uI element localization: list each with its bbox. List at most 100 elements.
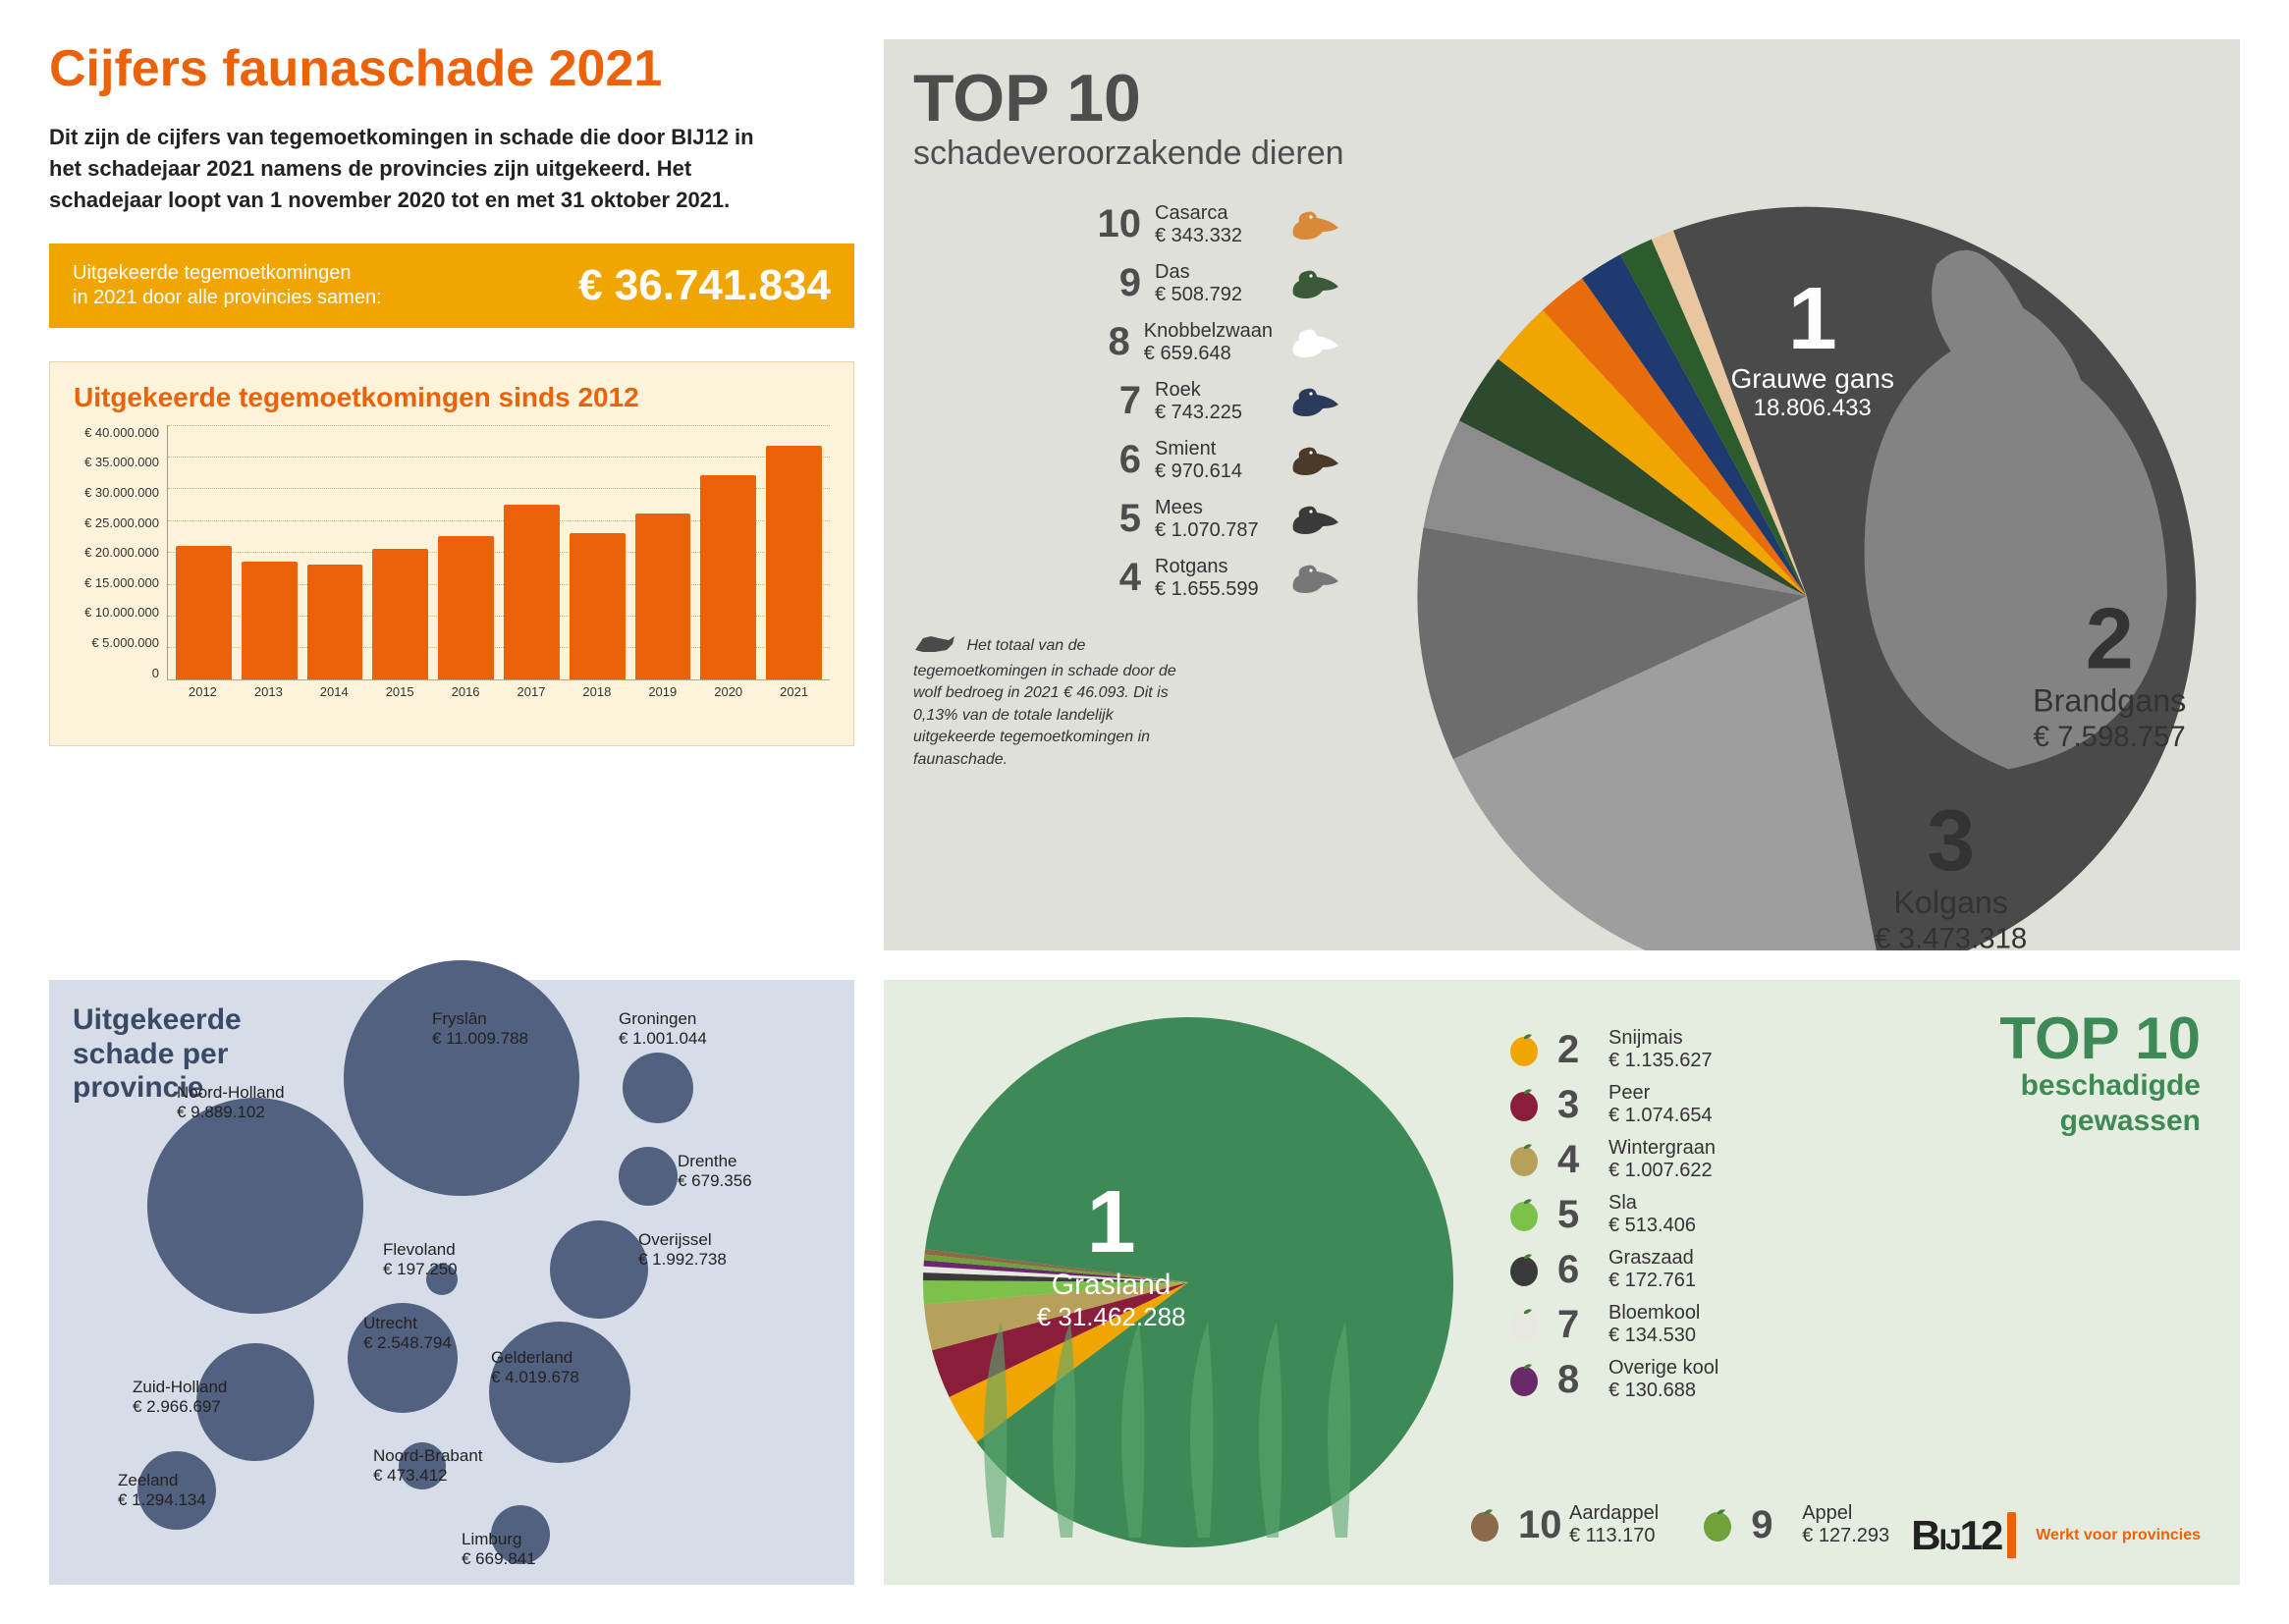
crop-rank: 7 xyxy=(1557,1303,1597,1347)
province-bubble xyxy=(489,1322,630,1463)
animal-row: 4 Rotgans € 1.655.599 xyxy=(913,556,1345,601)
crop-rank: 3 xyxy=(1557,1083,1597,1127)
province-bubble xyxy=(550,1220,648,1319)
animal-text: Mees € 1.070.787 xyxy=(1155,497,1273,542)
crop-row: 9 Appel€ 127.293 xyxy=(1696,1502,1889,1547)
animal-1-pie-label: 1 Grauwe gans 18.806.433 xyxy=(1730,280,1894,422)
province-label: Drenthe€ 679.356 xyxy=(678,1152,752,1192)
province-label: Overijssel€ 1.992.738 xyxy=(638,1230,727,1271)
crop-icon xyxy=(1502,1358,1546,1401)
crop-text: Peer€ 1.074.654 xyxy=(1608,1082,1713,1127)
animal-rank: 7 xyxy=(1094,379,1141,423)
barchart-area: € 40.000.000€ 35.000.000€ 30.000.000€ 25… xyxy=(74,425,830,730)
crop-rank: 6 xyxy=(1557,1248,1597,1292)
crop-icon xyxy=(1502,1138,1546,1181)
animal-rank: 9 xyxy=(1094,261,1141,305)
province-bubble xyxy=(619,1147,678,1206)
crop-text: Sla€ 513.406 xyxy=(1608,1192,1696,1237)
bar-item xyxy=(570,533,626,679)
total-label: Uitgekeerde tegemoetkomingen in 2021 doo… xyxy=(73,261,382,310)
bar-item xyxy=(438,536,494,679)
crop-icon xyxy=(1463,1503,1506,1546)
animal-icon xyxy=(1286,441,1345,480)
province-bubble xyxy=(623,1053,693,1123)
animal-icon xyxy=(1286,323,1345,362)
animal-icon xyxy=(1286,500,1345,539)
animal-row: 7 Roek € 743.225 xyxy=(913,379,1345,424)
animal-icon xyxy=(1286,382,1345,421)
provinces-panel: Uitgekeerde schade per provincie Fryslân… xyxy=(49,980,854,1585)
crop-icon xyxy=(1502,1303,1546,1346)
animal-text: Das € 508.792 xyxy=(1155,261,1273,306)
crop-rank: 9 xyxy=(1751,1503,1790,1547)
province-label: Groningen€ 1.001.044 xyxy=(619,1009,707,1050)
animal-row: 5 Mees € 1.070.787 xyxy=(913,497,1345,542)
crops-pie-chart: 1 Grasland € 31.462.288 xyxy=(913,1007,1463,1557)
crop-text: Aardappel€ 113.170 xyxy=(1569,1502,1659,1547)
bar-item xyxy=(635,514,691,678)
barchart-x-axis: 2012201320142015201620172018201920202021 xyxy=(167,684,830,699)
crop-rank: 10 xyxy=(1518,1503,1557,1547)
crop-icon xyxy=(1696,1503,1739,1546)
crop-text: Overige kool€ 130.688 xyxy=(1608,1357,1718,1402)
logo-tagline: Werkt voor provincies xyxy=(2036,1527,2201,1544)
province-label: Limburg€ 669.841 xyxy=(462,1530,536,1570)
bar-item xyxy=(700,475,756,678)
bar-item xyxy=(242,562,298,679)
crop-1-pie-label: 1 Grasland € 31.462.288 xyxy=(1037,1183,1186,1332)
total-amount-box: Uitgekeerde tegemoetkomingen in 2021 doo… xyxy=(49,244,854,328)
animals-title: TOP 10 xyxy=(913,67,2210,131)
crop-rank: 8 xyxy=(1557,1358,1597,1402)
province-label: Zuid-Holland€ 2.966.697 xyxy=(133,1378,227,1418)
left-top-column: Cijfers faunaschade 2021 Dit zijn de cij… xyxy=(49,39,854,950)
province-bubble xyxy=(344,960,579,1196)
animal-row: 10 Casarca € 343.332 xyxy=(913,202,1345,247)
crop-text: Graszaad€ 172.761 xyxy=(1608,1247,1696,1292)
crop-text: Snijmais€ 1.135.627 xyxy=(1608,1027,1713,1072)
crop-text: Appel€ 127.293 xyxy=(1802,1502,1889,1547)
wolf-icon xyxy=(913,630,956,661)
crops-title: TOP 10 xyxy=(1999,1009,2201,1068)
animal-rank: 10 xyxy=(1094,202,1141,246)
animal-text: Rotgans € 1.655.599 xyxy=(1155,556,1273,601)
wolf-footnote: Het totaal van de tegemoetkomingen in sc… xyxy=(913,630,1188,771)
crop-icon xyxy=(1502,1028,1546,1071)
animal-icon xyxy=(1286,205,1345,244)
animal-text: Smient € 970.614 xyxy=(1155,438,1273,483)
crop-icon xyxy=(1502,1083,1546,1126)
animals-list: 10 Casarca € 343.332 9 Das € 508.792 8 K… xyxy=(913,192,1345,925)
animal-rank: 8 xyxy=(1083,320,1130,364)
animal-text: Casarca € 343.332 xyxy=(1155,202,1273,247)
bar-item xyxy=(372,549,428,679)
province-label: Gelderland€ 4.019.678 xyxy=(491,1348,579,1388)
province-label: Noord-Brabant€ 473.412 xyxy=(373,1446,483,1487)
crops-title-block: TOP 10 beschadigde gewassen xyxy=(1999,1009,2201,1139)
crops-subtitle: beschadigde gewassen xyxy=(1999,1068,2201,1139)
bij12-logo: BIJ12| Werkt voor provincies xyxy=(1911,1512,2201,1559)
crop-row: 8 Overige kool€ 130.688 xyxy=(1502,1357,2210,1402)
total-amount: € 36.741.834 xyxy=(578,261,831,310)
animals-pie-chart: 2Brandgans€ 7.598.7573Kolgans€ 3.473.318… xyxy=(1345,192,2210,925)
crop-icon xyxy=(1502,1193,1546,1236)
bar-item xyxy=(766,446,822,679)
crop-row: 5 Sla€ 513.406 xyxy=(1502,1192,2210,1237)
animal-text: Knobbelzwaan € 659.648 xyxy=(1144,320,1273,365)
animal-text: Roek € 743.225 xyxy=(1155,379,1273,424)
animal-rank: 5 xyxy=(1094,497,1141,541)
crop-text: Bloemkool€ 134.530 xyxy=(1608,1302,1700,1347)
crop-rank: 4 xyxy=(1557,1138,1597,1182)
page-title: Cijfers faunaschade 2021 xyxy=(49,39,854,98)
province-bubble xyxy=(147,1098,363,1314)
bar-item xyxy=(504,505,560,679)
crops-bottom-row: 10 Aardappel€ 113.170 9 Appel€ 127.293 xyxy=(1463,1502,1889,1557)
animal-row: 9 Das € 508.792 xyxy=(913,261,1345,306)
crops-panel: 1 Grasland € 31.462.288 2 Snijmais€ 1.13… xyxy=(884,980,2240,1585)
crop-rank: 2 xyxy=(1557,1028,1597,1072)
animal-row: 8 Knobbelzwaan € 659.648 xyxy=(913,320,1345,365)
barchart-y-axis: € 40.000.000€ 35.000.000€ 30.000.000€ 25… xyxy=(74,425,167,680)
animal-icon xyxy=(1286,559,1345,598)
province-label: Zeeland€ 1.294.134 xyxy=(118,1471,206,1511)
province-label: Flevoland€ 197.250 xyxy=(383,1240,458,1280)
barchart-title: Uitgekeerde tegemoetkomingen sinds 2012 xyxy=(74,382,830,413)
province-label: Utrecht€ 2.548.794 xyxy=(363,1314,452,1354)
